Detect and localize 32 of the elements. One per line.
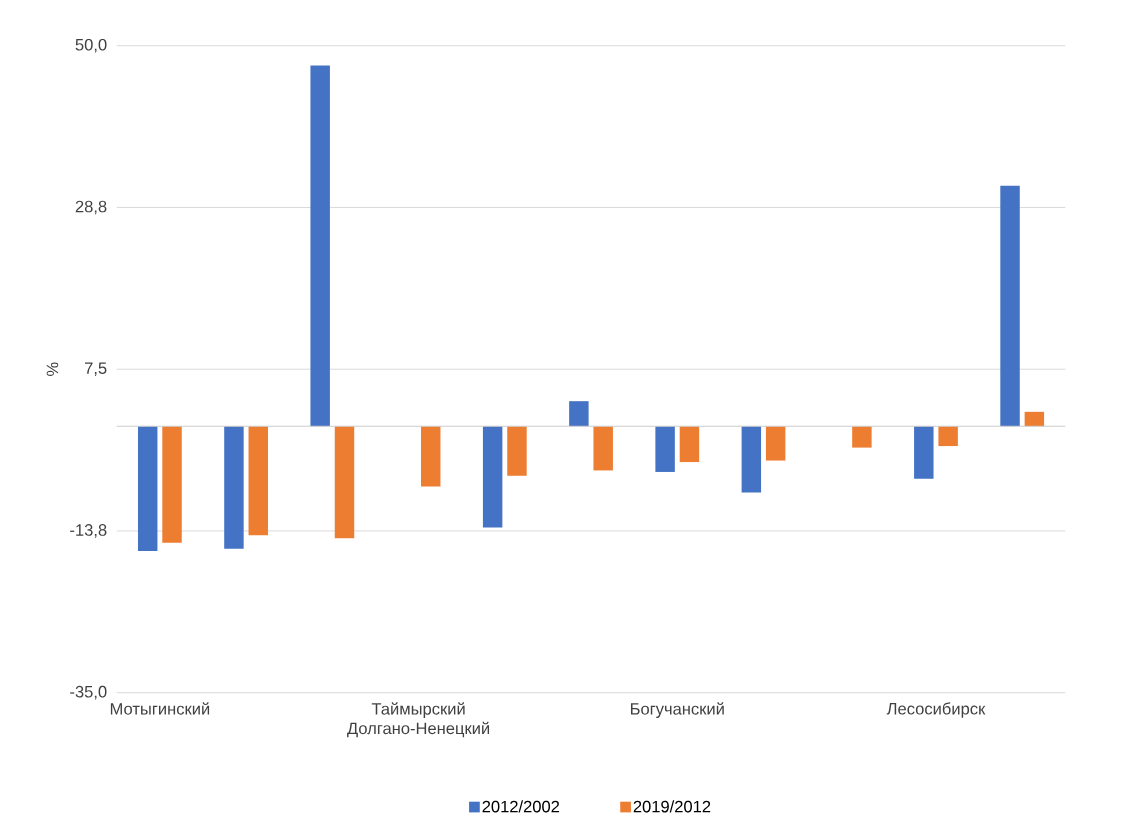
y-tick-label: 7,5 — [85, 362, 107, 376]
bar — [914, 426, 934, 479]
bar — [248, 426, 268, 536]
bar — [507, 426, 527, 476]
bar — [655, 426, 675, 472]
y-tick-label: -35,0 — [70, 685, 107, 700]
bar — [1000, 185, 1020, 427]
bar — [938, 426, 958, 447]
bar — [310, 65, 330, 427]
legend-label: 2019/2012 — [633, 800, 711, 813]
bar — [421, 426, 441, 487]
bar — [593, 426, 613, 471]
bar — [852, 426, 872, 448]
bar — [765, 426, 786, 461]
bar — [334, 426, 355, 539]
x-tick-label: Мотыгинский — [110, 702, 210, 715]
bar — [224, 426, 244, 549]
bar — [482, 426, 503, 528]
bar — [1024, 411, 1045, 427]
bar — [741, 426, 762, 493]
legend-label: 2012/2002 — [482, 800, 560, 813]
y-tick-label: 28,8 — [75, 200, 107, 215]
x-tick-label: Богучанский — [630, 702, 724, 718]
bar — [137, 426, 158, 552]
x-tick-label: Таймырский Долгано-Ненецкий — [347, 702, 490, 738]
y-tick-label: -13,8 — [70, 524, 107, 538]
y-axis-title: % — [46, 362, 59, 376]
bar — [679, 426, 700, 463]
bar — [162, 426, 182, 543]
bar — [569, 401, 589, 427]
y-tick-label: 50,0 — [75, 38, 107, 53]
x-tick-label: Лесосибирск — [886, 702, 986, 718]
